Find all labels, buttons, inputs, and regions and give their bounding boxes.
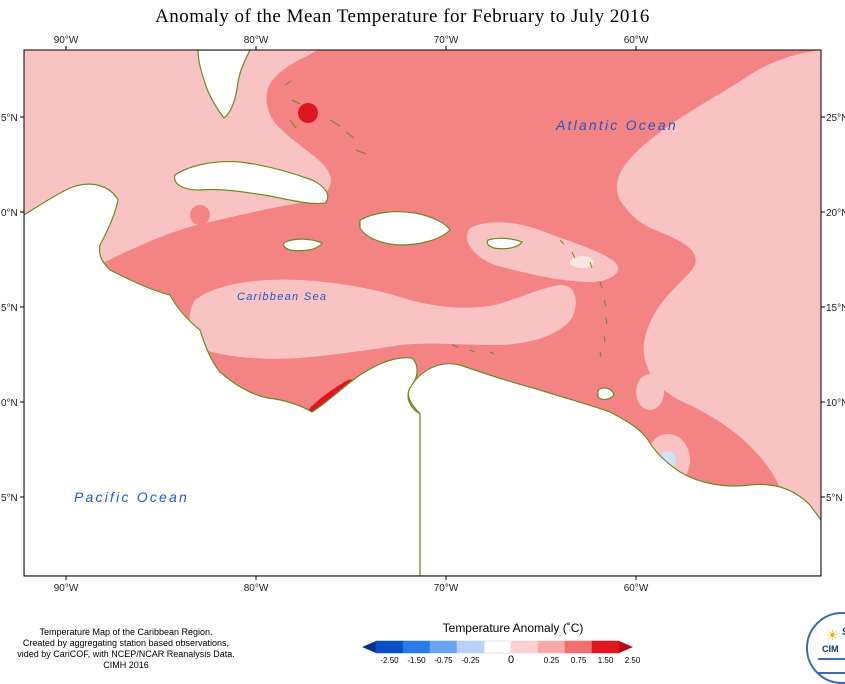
credits-line-3: vided by CariCOF, with NCEP/NCAR Reanaly… [17,649,235,659]
legend-title: Temperature Anomaly (˚C) [442,621,584,635]
legend-arrow-low [362,641,376,653]
lat-label-right-15n: 15°N [826,303,845,314]
land-florida [197,50,251,119]
lon-label-top-60w: 60°W [624,35,649,46]
legend-tick-label: -0.75 [434,656,453,665]
lat-label-left-5n: 5°N [1,493,18,504]
credits-line-2: Created by aggregating station based obs… [22,638,230,648]
lon-label-bottom-80w: 80°W [244,583,269,594]
legend-tick-label: 0.25 [544,656,560,665]
lon-label-top-80w: 80°W [244,35,269,46]
logo-text: CIM [822,644,839,654]
legend-tick-label: -2.50 [380,656,399,665]
legend-tick-label: -1.50 [407,656,426,665]
legend-arrow-high [619,641,633,653]
anomaly-zone-light-caribbean [189,279,576,359]
islands-lesser-antilles [559,239,608,358]
land-central-america [24,183,421,576]
axis-ticks [20,46,825,580]
legend-tick-label: 2.50 [625,656,641,665]
sun-icon: ☀ [826,627,839,643]
lat-label-right-10n: 10°N [826,398,845,409]
legend-swatch [537,640,566,654]
map-frame [23,49,822,577]
lon-label-bottom-60w: 60°W [624,583,649,594]
legend-swatch [591,640,620,654]
anomaly-zone-red-bahamas [298,103,318,123]
legend-colorbar [362,640,633,654]
legend-tick-label: 1.50 [598,656,614,665]
map-credits: Temperature Map of the Caribbean Region.… [0,627,252,671]
legend-tick-label: 0 [508,654,514,666]
lat-label-right-25n: 25°N [826,113,845,124]
lat-label-left-10n: 0°N [1,398,18,409]
island-chain [284,80,608,358]
legend-swatch [564,640,593,654]
lon-label-bottom-70w: 70°W [434,583,459,594]
lat-label-left-25n: 5°N [1,113,18,124]
lat-label-left-15n: 5°N [1,303,18,314]
anomaly-zone-light-spot [636,374,664,410]
land-cuba [174,160,329,205]
land-jamaica [283,238,323,252]
islands-abc [451,344,495,355]
credits-line-1: Temperature Map of the Caribbean Region. [39,627,213,637]
legend-ticks: -2.50 -1.50 -0.75 -0.25 0 0.25 0.75 1.50 2.50 [380,654,640,666]
land-hispaniola [359,211,451,246]
land-masses [24,50,821,576]
map-title: Anomaly of the Mean Temperature for Febr… [155,6,650,27]
legend-swatch [429,640,458,654]
waves-icon [818,658,845,674]
legend-tick-label: -0.25 [461,656,480,665]
lon-label-bottom-90w: 90°W [54,583,79,594]
lat-label-right-20n: 20°N [826,208,845,219]
lat-label-right-5n: 5°N [826,493,843,504]
anomaly-zone-pale-spot [570,256,594,268]
label-atlantic-ocean: Atlantic Ocean [555,117,678,133]
map-area [24,50,821,576]
land-trinidad [597,387,615,401]
lon-label-top-90w: 90°W [54,35,79,46]
legend-swatch [483,640,512,654]
anomaly-zone-pink-spot [190,205,210,225]
legend-swatch [456,640,485,654]
legend-swatch [375,640,404,654]
label-pacific-ocean: Pacific Ocean [74,489,189,505]
label-caribbean-sea: Caribbean Sea [237,291,327,303]
lat-label-left-20n: 0°N [1,208,18,219]
islands-bahamas [284,80,367,155]
legend-swatch [510,640,539,654]
land-south-america [407,363,821,576]
lon-label-top-70w: 70°W [434,35,459,46]
land-puerto-rico [486,237,523,250]
credits-line-4: CIMH 2016 [103,660,149,670]
legend-swatch [402,640,431,654]
legend-tick-label: 0.75 [571,656,587,665]
anomaly-zone-light-east [616,50,821,576]
logo-letter: S [842,627,845,638]
